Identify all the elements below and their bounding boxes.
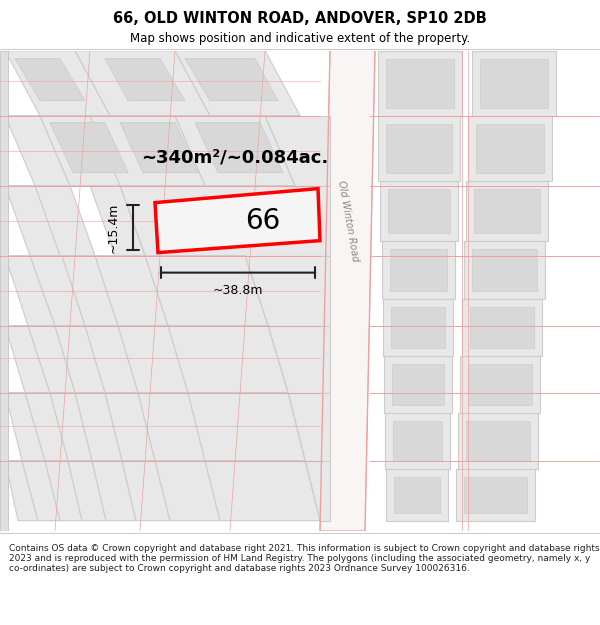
Polygon shape xyxy=(118,326,188,392)
Polygon shape xyxy=(5,186,62,256)
Polygon shape xyxy=(476,124,544,172)
Polygon shape xyxy=(458,412,538,469)
Polygon shape xyxy=(480,59,548,108)
Text: ~38.8m: ~38.8m xyxy=(213,284,263,297)
Polygon shape xyxy=(90,116,205,186)
Polygon shape xyxy=(35,186,95,256)
Polygon shape xyxy=(25,392,68,461)
Polygon shape xyxy=(390,249,447,291)
Polygon shape xyxy=(90,186,145,256)
Polygon shape xyxy=(62,256,118,326)
Polygon shape xyxy=(175,116,295,186)
Polygon shape xyxy=(205,461,320,521)
Polygon shape xyxy=(265,116,330,186)
Polygon shape xyxy=(5,51,110,116)
Polygon shape xyxy=(155,461,220,521)
Polygon shape xyxy=(245,256,330,326)
Polygon shape xyxy=(472,51,556,116)
Polygon shape xyxy=(95,256,168,326)
Polygon shape xyxy=(75,392,122,461)
Polygon shape xyxy=(464,477,527,512)
Polygon shape xyxy=(188,392,305,461)
Polygon shape xyxy=(320,51,375,531)
Polygon shape xyxy=(92,461,136,521)
Polygon shape xyxy=(384,356,452,412)
Polygon shape xyxy=(50,392,92,461)
Polygon shape xyxy=(466,181,548,241)
Polygon shape xyxy=(388,189,450,232)
Polygon shape xyxy=(456,469,535,521)
Polygon shape xyxy=(85,326,138,392)
Polygon shape xyxy=(185,59,278,101)
Polygon shape xyxy=(464,241,545,299)
Text: Contains OS data © Crown copyright and database right 2021. This information is : Contains OS data © Crown copyright and d… xyxy=(9,544,599,573)
Polygon shape xyxy=(385,412,450,469)
Polygon shape xyxy=(391,307,445,348)
Polygon shape xyxy=(386,59,454,108)
Polygon shape xyxy=(305,461,330,521)
Polygon shape xyxy=(378,116,460,181)
Polygon shape xyxy=(175,51,300,116)
Polygon shape xyxy=(392,364,444,404)
Polygon shape xyxy=(472,249,537,291)
Polygon shape xyxy=(120,186,330,256)
Polygon shape xyxy=(466,421,530,461)
Polygon shape xyxy=(28,326,75,392)
Text: 66, OLD WINTON ROAD, ANDOVER, SP10 2DB: 66, OLD WINTON ROAD, ANDOVER, SP10 2DB xyxy=(113,11,487,26)
Polygon shape xyxy=(15,59,85,101)
Polygon shape xyxy=(288,392,330,461)
Polygon shape xyxy=(0,51,8,531)
Polygon shape xyxy=(5,461,38,521)
Polygon shape xyxy=(460,356,540,412)
Polygon shape xyxy=(468,364,532,404)
Polygon shape xyxy=(386,124,452,172)
Text: ~340m²/~0.084ac.: ~340m²/~0.084ac. xyxy=(142,149,329,167)
Polygon shape xyxy=(5,116,70,186)
Polygon shape xyxy=(380,181,458,241)
Polygon shape xyxy=(22,461,60,521)
Polygon shape xyxy=(195,122,283,172)
Polygon shape xyxy=(122,461,170,521)
Polygon shape xyxy=(105,59,185,101)
Text: 66: 66 xyxy=(245,207,280,235)
Text: Old Winton Road: Old Winton Road xyxy=(336,179,360,262)
Polygon shape xyxy=(120,122,198,172)
Polygon shape xyxy=(268,326,330,392)
Polygon shape xyxy=(168,326,288,392)
Polygon shape xyxy=(378,51,462,116)
Polygon shape xyxy=(462,299,542,356)
Polygon shape xyxy=(138,392,205,461)
Polygon shape xyxy=(5,392,45,461)
Polygon shape xyxy=(105,392,155,461)
Polygon shape xyxy=(470,307,534,348)
Polygon shape xyxy=(55,326,105,392)
Polygon shape xyxy=(145,256,268,326)
Polygon shape xyxy=(474,189,540,232)
Polygon shape xyxy=(45,461,82,521)
Polygon shape xyxy=(386,469,448,521)
Polygon shape xyxy=(382,241,455,299)
Polygon shape xyxy=(394,477,440,512)
Polygon shape xyxy=(75,51,210,116)
Polygon shape xyxy=(383,299,453,356)
Polygon shape xyxy=(40,116,140,186)
Polygon shape xyxy=(5,256,55,326)
Text: Map shows position and indicative extent of the property.: Map shows position and indicative extent… xyxy=(130,31,470,44)
Polygon shape xyxy=(393,421,442,461)
Polygon shape xyxy=(30,256,85,326)
Text: ~15.4m: ~15.4m xyxy=(107,202,119,252)
Polygon shape xyxy=(155,189,320,253)
Polygon shape xyxy=(68,461,106,521)
Polygon shape xyxy=(5,326,50,392)
Polygon shape xyxy=(50,122,128,172)
Polygon shape xyxy=(468,116,552,181)
